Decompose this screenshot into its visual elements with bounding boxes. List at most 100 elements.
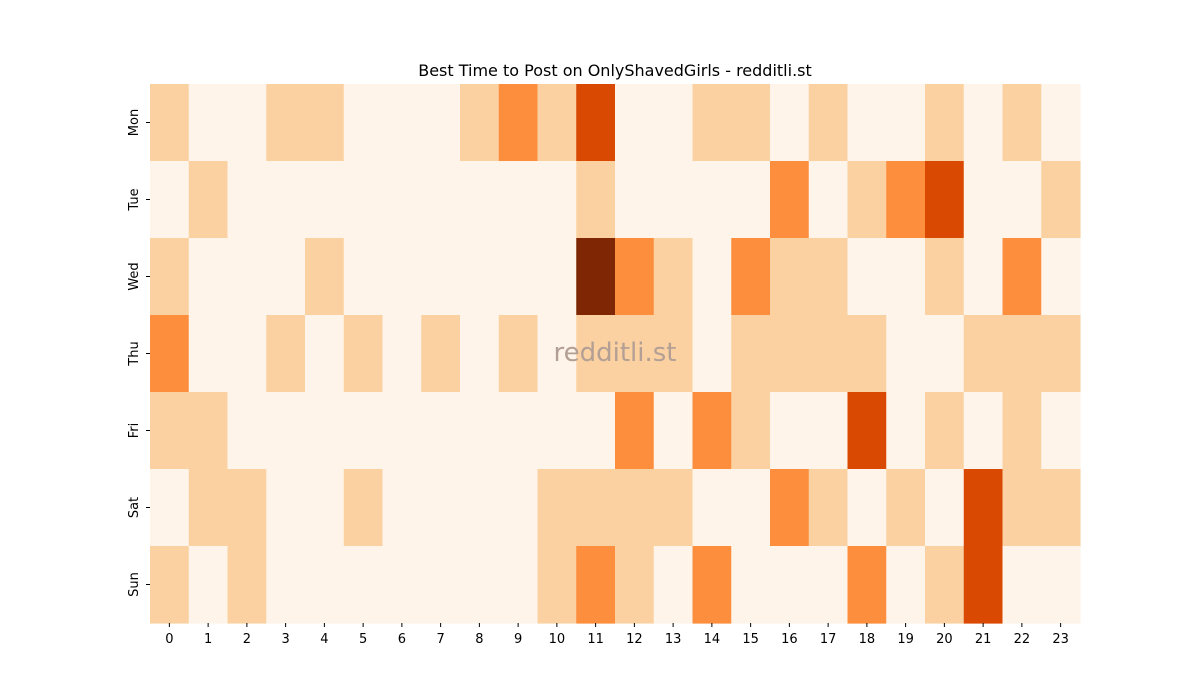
heatmap-cell [615,315,655,393]
heatmap-cell [498,546,539,624]
heatmap-cell [731,546,771,624]
heatmap-cell [188,161,229,239]
heatmap-cell [770,546,810,624]
heatmap-cell [1041,84,1081,162]
heatmap-cell [343,315,384,393]
heatmap-cell [460,469,500,547]
watermark-text: redditli.st [554,338,677,368]
heatmap-cell [266,392,306,470]
heatmap-cell [382,546,422,624]
heatmap-cell [692,546,732,624]
heatmap-cell [576,238,616,316]
heatmap-cell [498,315,539,393]
heatmap-cell [421,546,461,624]
heatmap-cell [847,84,887,162]
y-axis: Mon Tue Wed Thu Fri Sat Sun [127,109,150,597]
heatmap-cell [770,238,810,316]
heatmap-cell [847,469,887,547]
heatmap-cell [537,161,577,239]
heatmap-cell [460,392,500,470]
heatmap-cell [692,469,732,547]
heatmap-cell [305,315,345,393]
heatmap-cell [305,469,345,547]
heatmap-cell [576,161,616,239]
heatmap-cell [537,392,577,470]
heatmap-cell [1041,392,1081,470]
heatmap-cell [266,315,306,393]
heatmap-cell [886,84,926,162]
heatmap-cell [266,469,306,547]
heatmap-cell [188,469,229,547]
x-tick-label: 22 [1014,632,1031,647]
heatmap-cell [343,546,384,624]
heatmap-cell [537,469,577,547]
heatmap-cell [343,84,384,162]
heatmap-cell [615,546,655,624]
x-tick-label: 14 [704,632,721,647]
heatmap-cell [305,161,345,239]
heatmap-cell [963,84,1004,162]
heatmap-cell [576,84,616,162]
heatmap-cell [266,84,306,162]
heatmap-cell [576,469,616,547]
heatmap-cell [421,392,461,470]
heatmap-cell [808,84,849,162]
heatmap-cell [886,315,926,393]
heatmap-cell [1041,161,1081,239]
heatmap-cell [188,546,229,624]
heatmap-cell [925,315,965,393]
heatmap-cell [266,161,306,239]
heatmap-cell [227,84,267,162]
heatmap-cell [692,84,732,162]
heatmap-cell [1041,469,1081,547]
heatmap-cell [770,315,810,393]
heatmap-cell [1002,315,1042,393]
heatmap-cell [847,546,887,624]
heatmap-cell [1002,161,1042,239]
heatmap-cell [886,546,926,624]
heatmap-cell [227,546,267,624]
heatmap-cell [343,392,384,470]
heatmap-cell [1002,238,1042,316]
heatmap-cell [227,392,267,470]
heatmap-cell [305,84,345,162]
heatmap-cell [382,469,422,547]
heatmap-cell [343,161,384,239]
heatmap-cell [421,469,461,547]
heatmap-cell [886,161,926,239]
y-tick-label: Sun [127,572,142,597]
heatmap-cell [692,238,732,316]
x-tick-label: 0 [165,632,173,647]
x-tick-label: 11 [587,632,604,647]
heatmap-cell [382,84,422,162]
heatmap-cell [537,84,577,162]
heatmap-cell [731,469,771,547]
heatmap-cell [537,238,577,316]
x-tick-label: 1 [204,632,212,647]
heatmap-cell [150,161,190,239]
heatmap-cell [188,315,229,393]
heatmap-cell [925,546,965,624]
heatmap-cell [150,238,190,316]
heatmap-cell [460,315,500,393]
heatmap-cell [731,238,771,316]
heatmap-cell [1041,315,1081,393]
heatmap-cell [808,315,849,393]
heatmap-cell [576,392,616,470]
heatmap-cells [150,84,1081,624]
heatmap-cell [227,238,267,316]
heatmap-cell [266,546,306,624]
heatmap-cell [808,392,849,470]
y-tick-label: Mon [127,109,142,136]
heatmap-cell [963,392,1004,470]
heatmap-cell [421,315,461,393]
heatmap-cell [770,161,810,239]
x-tick-label: 23 [1052,632,1069,647]
heatmap-cell [847,161,887,239]
heatmap-cell [227,161,267,239]
heatmap-cell [615,392,655,470]
heatmap-cell [1002,546,1042,624]
heatmap-cell [150,469,190,547]
heatmap-cell [1041,238,1081,316]
heatmap-cell [460,84,500,162]
